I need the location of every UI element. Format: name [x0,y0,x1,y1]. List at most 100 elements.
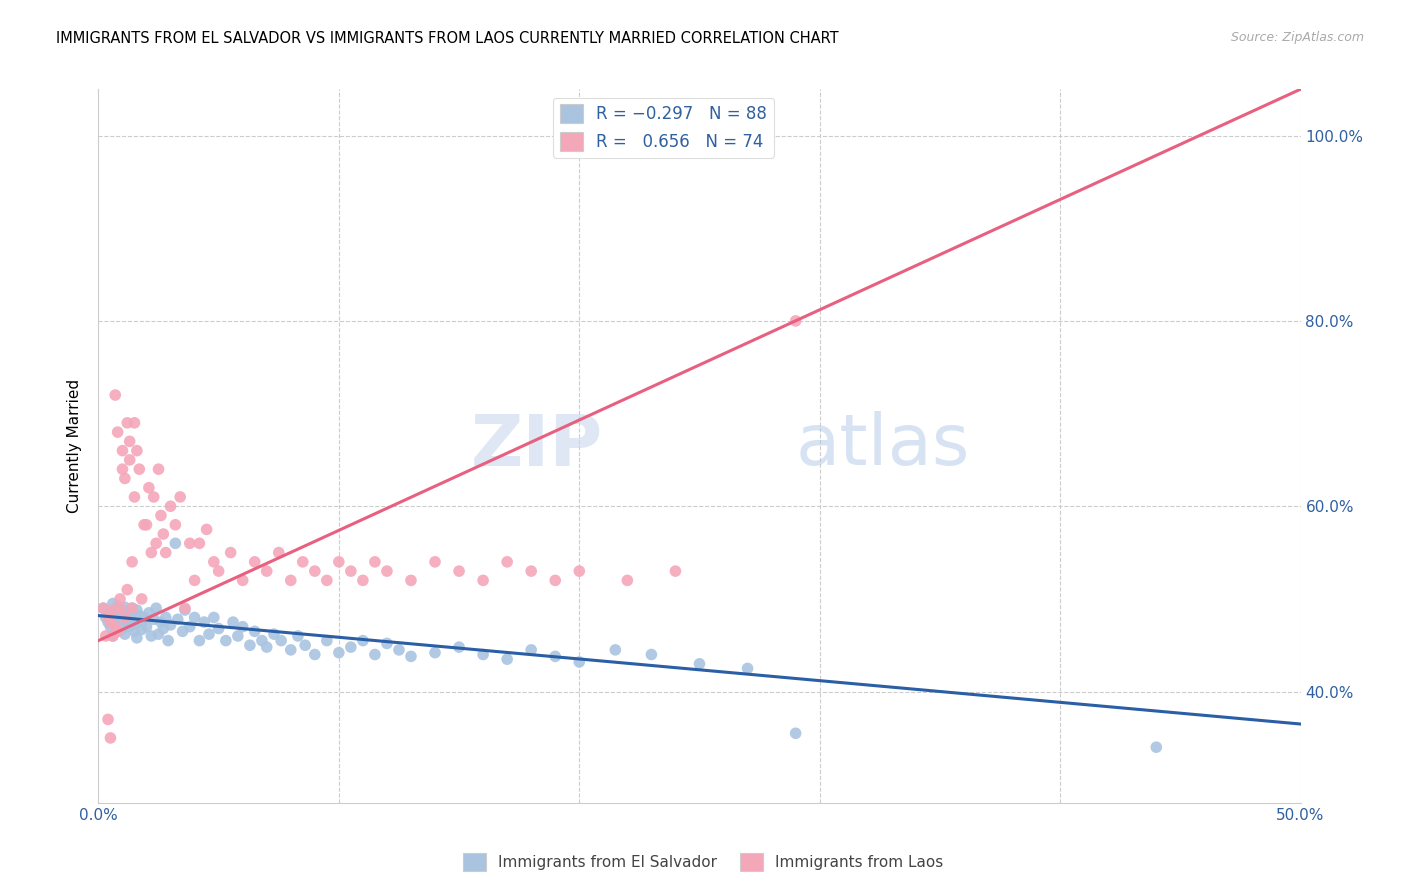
Point [125,631,148,645]
Point [114,627,136,641]
Point [472,574,495,588]
Point [352,633,374,648]
Point [785,314,807,328]
Point [138,606,160,620]
Point [159,618,181,632]
Text: ZIP: ZIP [471,411,603,481]
Point [340,564,363,578]
Point [169,490,191,504]
Point [737,661,759,675]
Y-axis label: Currently Married: Currently Married [67,379,83,513]
Point [304,564,326,578]
Point [94,629,117,643]
Point [131,623,153,637]
Point [111,604,134,618]
Point [104,618,127,632]
Point [114,471,136,485]
Point [107,599,129,614]
Point [166,612,188,626]
Point [364,648,387,662]
Point [544,649,567,664]
Point [118,620,141,634]
Point [131,591,153,606]
Point [239,638,262,652]
Point [94,610,117,624]
Point [121,601,143,615]
Point [179,620,201,634]
Point [138,481,160,495]
Point [141,545,163,559]
Point [294,638,316,652]
Point [101,597,124,611]
Point [198,627,221,641]
Point [280,574,302,588]
Point [183,574,205,588]
Point [124,624,146,639]
Point [118,453,141,467]
Point [152,622,174,636]
Point [148,627,170,641]
Point [664,564,686,578]
Point [328,555,350,569]
Point [183,610,205,624]
Point [104,620,127,634]
Point [172,624,194,639]
Point [91,601,114,615]
Point [388,643,411,657]
Point [107,425,129,439]
Point [232,620,254,634]
Point [315,633,337,648]
Point [101,629,124,643]
Point [145,536,167,550]
Point [447,640,470,654]
Point [108,612,131,626]
Point [104,388,127,402]
Point [243,624,266,639]
Point [267,545,290,559]
Point [132,517,155,532]
Point [117,615,139,629]
Point [165,517,187,532]
Point [152,527,174,541]
Point [135,517,157,532]
Point [149,508,172,523]
Point [544,574,567,588]
Point [111,462,134,476]
Point [155,545,177,559]
Point [149,615,172,629]
Point [423,646,446,660]
Point [118,606,141,620]
Point [364,555,387,569]
Point [97,615,120,629]
Point [114,600,136,615]
Point [232,574,254,588]
Point [208,622,231,636]
Point [219,545,242,559]
Legend: R = −0.297   N = 88, R =   0.656   N = 74: R = −0.297 N = 88, R = 0.656 N = 74 [553,97,773,158]
Point [155,610,177,624]
Point [114,610,136,624]
Point [202,555,225,569]
Point [148,462,170,476]
Point [399,574,422,588]
Point [315,574,337,588]
Point [101,603,124,617]
Point [121,555,143,569]
Point [496,555,519,569]
Text: Source: ZipAtlas.com: Source: ZipAtlas.com [1230,31,1364,45]
Point [193,615,215,629]
Point [640,648,662,662]
Point [174,603,197,617]
Point [195,523,218,537]
Point [222,615,245,629]
Point [159,500,181,514]
Point [616,574,638,588]
Point [108,601,131,615]
Point [100,620,122,634]
Point [121,601,143,615]
Point [121,613,143,627]
Point [568,564,591,578]
Point [291,555,314,569]
Point [215,633,238,648]
Text: IMMIGRANTS FROM EL SALVADOR VS IMMIGRANTS FROM LAOS CURRENTLY MARRIED CORRELATIO: IMMIGRANTS FROM EL SALVADOR VS IMMIGRANT… [56,31,839,46]
